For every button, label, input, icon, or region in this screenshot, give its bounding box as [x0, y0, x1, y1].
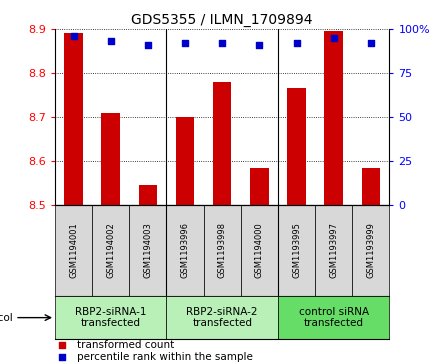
Bar — [92, 205, 129, 296]
Bar — [55, 296, 166, 339]
Point — [144, 42, 151, 48]
Bar — [352, 205, 389, 296]
Point — [70, 33, 77, 39]
Bar — [362, 168, 380, 205]
Bar — [55, 205, 92, 296]
Point — [219, 40, 226, 46]
Bar — [64, 33, 83, 205]
Point — [256, 42, 263, 48]
Text: GSM1194002: GSM1194002 — [106, 223, 115, 278]
Bar — [166, 205, 204, 296]
Bar — [278, 205, 315, 296]
Bar — [278, 296, 389, 339]
Point — [293, 40, 300, 46]
Point — [367, 40, 374, 46]
Text: control siRNA
transfected: control siRNA transfected — [299, 307, 369, 329]
Bar — [241, 205, 278, 296]
Bar — [102, 113, 120, 205]
Text: RBP2-siRNA-2
transfected: RBP2-siRNA-2 transfected — [187, 307, 258, 329]
Point — [330, 35, 337, 41]
Point — [58, 342, 65, 348]
Text: GSM1194001: GSM1194001 — [69, 223, 78, 278]
Text: GSM1194003: GSM1194003 — [143, 223, 152, 278]
Bar — [204, 205, 241, 296]
Text: GSM1193998: GSM1193998 — [218, 223, 227, 278]
Bar — [139, 185, 157, 205]
Bar — [129, 205, 166, 296]
Point — [182, 40, 189, 46]
Text: transformed count: transformed count — [77, 340, 174, 350]
Text: protocol: protocol — [0, 313, 51, 323]
Title: GDS5355 / ILMN_1709894: GDS5355 / ILMN_1709894 — [132, 13, 313, 26]
Text: GSM1193999: GSM1193999 — [367, 223, 375, 278]
Bar — [176, 117, 194, 205]
Bar — [166, 296, 278, 339]
Bar — [250, 168, 269, 205]
Text: GSM1194000: GSM1194000 — [255, 223, 264, 278]
Text: GSM1193997: GSM1193997 — [329, 223, 338, 278]
Text: GSM1193995: GSM1193995 — [292, 223, 301, 278]
Bar — [315, 205, 352, 296]
Point — [107, 38, 114, 44]
Bar — [287, 89, 306, 205]
Text: GSM1193996: GSM1193996 — [180, 223, 190, 278]
Text: RBP2-siRNA-1
transfected: RBP2-siRNA-1 transfected — [75, 307, 147, 329]
Bar — [324, 31, 343, 205]
Point — [58, 354, 65, 360]
Bar — [213, 82, 231, 205]
Text: percentile rank within the sample: percentile rank within the sample — [77, 352, 253, 362]
